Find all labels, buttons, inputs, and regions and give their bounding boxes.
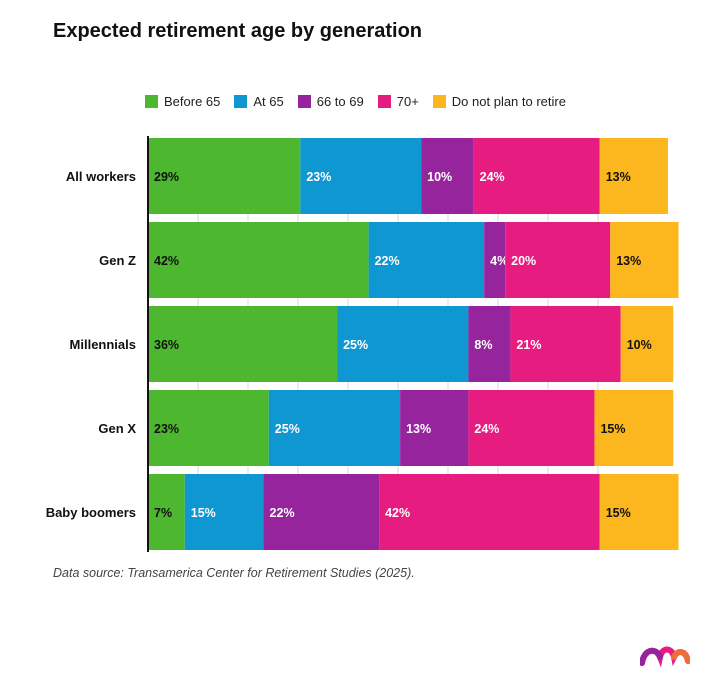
legend-label-66-to-69: 66 to 69 — [316, 94, 364, 109]
bar-segment — [148, 390, 269, 466]
brand-logo-icon — [640, 646, 690, 667]
bar-segment — [148, 474, 185, 550]
data-label: 21% — [516, 338, 541, 352]
data-label: 42% — [154, 254, 179, 268]
bar-segment — [468, 390, 595, 466]
data-label: 22% — [270, 506, 295, 520]
data-label: 13% — [606, 170, 631, 184]
bar-segment — [400, 390, 469, 466]
legend-label-70-plus: 70+ — [396, 94, 419, 109]
legend-swatch-do-not-plan — [432, 95, 446, 108]
bar-segment — [421, 138, 474, 214]
data-label: 23% — [306, 170, 331, 184]
legend-swatch-70-plus — [377, 95, 391, 108]
data-label: 15% — [606, 506, 631, 520]
legend-swatch-before-65 — [145, 95, 158, 108]
bar-segment — [505, 222, 611, 298]
chart-title: Expected retirement age by generation — [53, 20, 423, 42]
data-label: 20% — [511, 254, 536, 268]
bar-segment — [594, 390, 674, 466]
bar-segment — [599, 138, 668, 214]
data-label: 15% — [600, 422, 625, 436]
bar-segment — [368, 222, 485, 298]
data-label: 13% — [616, 254, 641, 268]
bar-segment — [510, 306, 621, 382]
legend-item-70-plus: 70+ — [377, 94, 419, 109]
bar-segment — [473, 138, 600, 214]
data-label: 10% — [427, 170, 452, 184]
category-label: Baby boomers — [46, 505, 136, 520]
legend-label-at-65: At 65 — [253, 94, 284, 109]
data-label: 25% — [275, 422, 300, 436]
bar-segment — [610, 222, 679, 298]
bar-segment — [148, 138, 301, 214]
data-label: 8% — [474, 338, 492, 352]
data-label: 23% — [154, 422, 179, 436]
bar-segment — [379, 474, 600, 550]
bar-segment — [468, 306, 511, 382]
data-label: 13% — [406, 422, 431, 436]
legend-label-do-not-plan: Do not plan to retire — [451, 94, 566, 109]
bar-segment — [148, 306, 338, 382]
legend-item-do-not-plan: Do not plan to retire — [432, 94, 566, 109]
bar-segment — [599, 474, 679, 550]
data-label: 10% — [627, 338, 652, 352]
bar-segment — [620, 306, 674, 382]
data-label: 22% — [375, 254, 400, 268]
data-label: 42% — [385, 506, 410, 520]
bar-segment — [268, 390, 401, 466]
data-label: 24% — [480, 170, 505, 184]
bar-segment — [184, 474, 264, 550]
data-label: 7% — [154, 506, 172, 520]
data-label: 24% — [474, 422, 499, 436]
legend-item-before-65: Before 65 — [145, 94, 220, 109]
legend: Before 65 At 65 66 to 69 70+ Do not plan… — [145, 94, 580, 109]
bar-segment — [300, 138, 422, 214]
data-label: 4% — [490, 254, 508, 268]
legend-label-before-65: Before 65 — [164, 94, 221, 109]
data-label: 29% — [154, 170, 179, 184]
data-label: 36% — [154, 338, 179, 352]
data-source-note: Data source: Transamerica Center for Ret… — [53, 566, 415, 580]
legend-swatch-at-65 — [234, 95, 248, 108]
category-label: Millennials — [70, 337, 136, 352]
category-label: All workers — [66, 169, 136, 184]
bar-segment — [484, 222, 506, 298]
legend-item-at-65: At 65 — [234, 94, 284, 109]
legend-item-66-to-69: 66 to 69 — [297, 94, 364, 109]
bar-segment — [148, 222, 369, 298]
bar-segment — [263, 474, 380, 550]
data-label: 15% — [191, 506, 216, 520]
bar-segment — [337, 306, 469, 382]
category-label: Gen Z — [99, 253, 136, 268]
category-label: Gen X — [98, 421, 136, 436]
data-label: 25% — [343, 338, 368, 352]
legend-swatch-66-to-69 — [297, 95, 311, 108]
